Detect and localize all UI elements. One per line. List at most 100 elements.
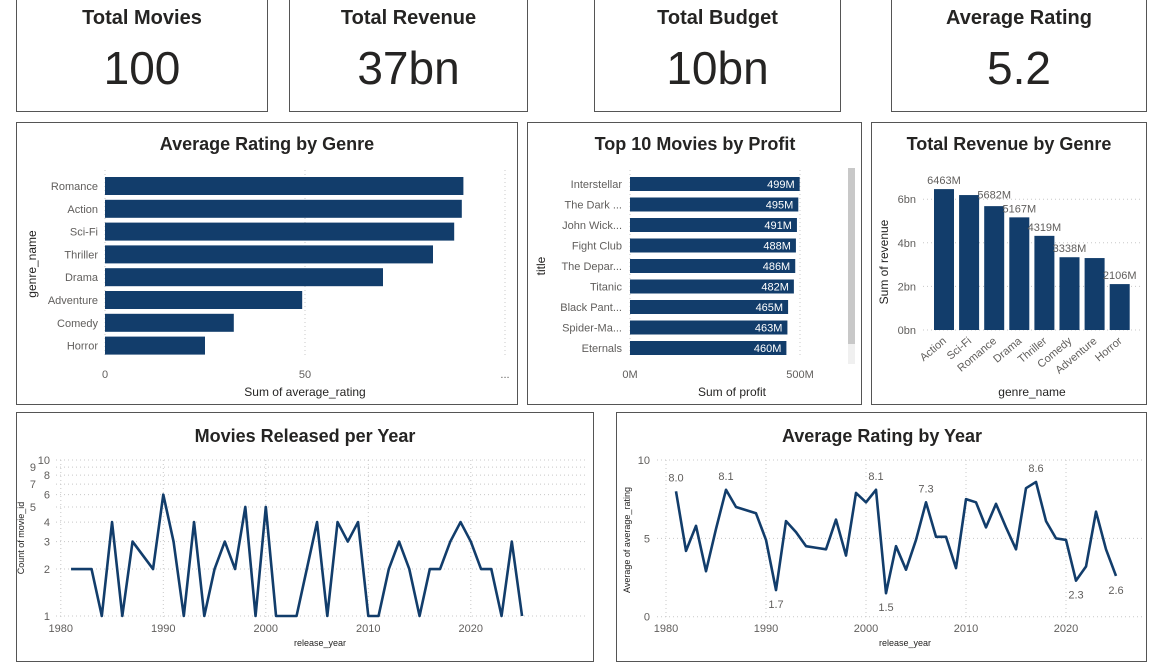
x-tick-label: Action [918,335,949,364]
y-tick-label: 4 [44,517,50,529]
bar[interactable] [630,300,789,314]
panel-movies-released-per-year[interactable] [16,412,594,662]
y-tick-label: Adventure [48,295,98,307]
line-series[interactable] [71,493,524,618]
data-label: 8.0 [668,472,683,484]
bar[interactable] [105,245,433,264]
bar[interactable] [105,313,234,332]
bar[interactable] [630,218,797,232]
data-label: 2.3 [1068,590,1083,602]
y-tick-label: 2 [44,564,50,576]
y-axis-label: Average of average_rating [622,487,632,593]
x-tick-label: 2000 [854,623,878,635]
kpi-value: 100 [103,42,181,94]
kpi-card-total-revenue[interactable]: Total Revenue 37bn [289,0,528,112]
kpi-card-total-movies[interactable]: Total Movies 100 [16,0,268,112]
data-label: 2.6 [1108,585,1123,597]
y-tick-label: 3 [44,537,50,549]
data-label: 495M [766,200,794,212]
y-tick-label: The Dark ... [565,200,622,212]
data-label: 7.3 [918,483,933,495]
data-label: 4319M [1028,222,1062,234]
x-tick-label: 0 [102,369,108,381]
bar[interactable] [105,268,383,287]
bar[interactable] [630,177,800,191]
y-tick-label: Drama [65,272,99,284]
x-tick-label: Horror [1093,335,1125,364]
bar[interactable] [630,320,788,335]
data-label: 8.1 [718,471,733,483]
kpi-value: 5.2 [987,42,1051,94]
y-tick-label: Interstellar [571,179,623,191]
bar[interactable] [630,259,796,273]
bar[interactable] [984,206,1005,330]
y-tick-label: 2bn [898,281,916,293]
x-tick-label: 2000 [254,623,278,635]
chart-title: Top 10 Movies by Profit [595,134,796,154]
data-label: 1.5 [878,602,893,614]
bar[interactable] [1009,217,1030,330]
data-label: 3338M [1053,243,1087,255]
kpi-card-average-rating[interactable]: Average Rating 5.2 [891,0,1147,112]
bar[interactable] [105,177,464,195]
chart-title: Movies Released per Year [195,426,416,446]
x-tick-label: 0M [622,369,637,381]
y-tick-label: Sci-Fi [70,227,98,239]
y-axis-label: Count of movie_id [16,502,26,575]
bar[interactable] [105,291,303,309]
x-tick-label: 1990 [151,623,175,635]
bar[interactable] [630,279,794,294]
y-axis-label: genre_name [25,230,39,298]
panel-average-rating-by-genre[interactable] [16,122,518,405]
bar[interactable] [959,195,980,330]
x-tick-label: 1990 [754,623,778,635]
bar[interactable] [105,199,462,218]
bar[interactable] [1059,257,1080,330]
bar[interactable] [105,336,205,355]
bar[interactable] [1109,284,1130,330]
x-axis-label: release_year [879,638,931,648]
x-axis-label: Sum of profit [698,385,767,399]
kpi-card-total-budget[interactable]: Total Budget 10bn [594,0,841,112]
scrollbar-thumb[interactable] [848,168,855,344]
bar[interactable] [630,238,796,253]
bar[interactable] [630,197,799,212]
y-tick-label: The Depar... [561,261,622,273]
bar[interactable] [934,189,954,330]
y-tick-label: 0bn [898,325,916,337]
y-tick-label: Horror [67,341,99,353]
y-tick-label: 1 [44,611,50,623]
y-tick-label: Titanic [590,282,622,294]
y-tick-label: 5 [30,502,36,514]
kpi-title: Average Rating [946,7,1092,29]
data-label: 486M [763,261,791,273]
y-tick-label: 0 [644,612,650,624]
x-tick-label: 1980 [654,623,678,635]
bar[interactable] [105,222,455,241]
data-label: 491M [764,220,792,232]
x-tick-label: 2010 [356,623,380,635]
y-tick-label: 6 [44,490,50,502]
x-tick-label: 2010 [954,623,978,635]
data-label: 463M [755,323,783,335]
y-tick-label: Comedy [57,318,98,330]
y-axis-label: title [534,256,548,275]
y-tick-label: 6bn [898,194,916,206]
line-series[interactable] [674,480,1118,595]
y-tick-label: Eternals [582,343,623,355]
y-axis-label: Sum of revenue [877,219,891,304]
bar[interactable] [1034,235,1055,330]
y-tick-label: 10 [638,455,650,467]
y-tick-label: Spider-Ma... [562,323,622,335]
data-label: 488M [763,241,791,253]
x-axis-label: Sum of average_rating [244,385,365,399]
bar[interactable] [1084,258,1105,330]
bar[interactable] [630,341,787,355]
kpi-title: Total Revenue [340,7,477,29]
x-tick-label: 2020 [1054,623,1078,635]
data-label: 460M [754,343,782,355]
data-label: 5167M [1002,203,1036,215]
chart-title: Average Rating by Year [782,426,982,446]
y-tick-label: 5 [644,533,650,545]
y-tick-label: 7 [30,479,36,491]
